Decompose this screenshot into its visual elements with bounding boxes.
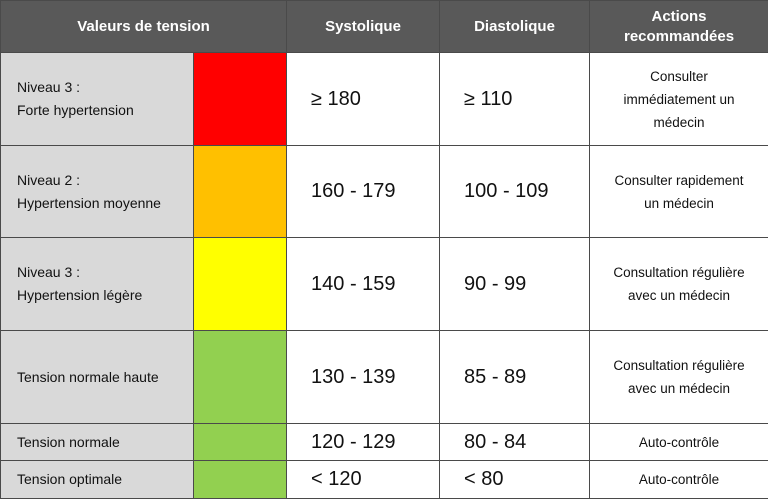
header-row: Valeurs de tension Systolique Diastoliqu… <box>1 1 768 53</box>
systolic-value: < 120 <box>287 461 440 499</box>
header-actions-line-1: Actions <box>590 7 768 27</box>
color-swatch <box>194 461 287 499</box>
action-line-1: Auto-contrôle <box>596 468 762 491</box>
diastolic-value: 90 - 99 <box>440 238 590 331</box>
diastolic-value: ≥ 110 <box>440 53 590 146</box>
header-actions: Actions recommandées <box>590 1 768 53</box>
table-row-level-3-mild: Niveau 3 : Hypertension légère 140 - 159… <box>1 238 768 331</box>
row-label-line-2: Forte hypertension <box>17 99 193 122</box>
color-swatch <box>194 146 287 238</box>
color-swatch <box>194 331 287 424</box>
action-line-1: Consultation régulière <box>596 354 762 377</box>
row-label: Niveau 3 : Forte hypertension <box>1 53 194 146</box>
row-label: Tension optimale <box>1 461 194 499</box>
row-label: Niveau 3 : Hypertension légère <box>1 238 194 331</box>
table-row-high-normal: Tension normale haute 130 - 139 85 - 89 … <box>1 331 768 424</box>
diastolic-value: 85 - 89 <box>440 331 590 424</box>
action-line-2: avec un médecin <box>596 377 762 400</box>
diastolic-value: < 80 <box>440 461 590 499</box>
row-label-line-2: Hypertension moyenne <box>17 192 193 215</box>
action-line-1: Auto-contrôle <box>596 431 762 454</box>
action-line-2: un médecin <box>596 192 762 215</box>
diastolic-value: 100 - 109 <box>440 146 590 238</box>
row-label: Niveau 2 : Hypertension moyenne <box>1 146 194 238</box>
table-row-normal: Tension normale 120 - 129 80 - 84 Auto-c… <box>1 424 768 461</box>
recommended-action: Auto-contrôle <box>590 461 768 499</box>
row-label-line-1: Niveau 3 : <box>17 261 193 284</box>
systolic-value: 140 - 159 <box>287 238 440 331</box>
table-row-optimal: Tension optimale < 120 < 80 Auto-contrôl… <box>1 461 768 499</box>
recommended-action: Consulter rapidement un médecin <box>590 146 768 238</box>
table-body: Niveau 3 : Forte hypertension ≥ 180 ≥ 11… <box>1 53 768 499</box>
action-line-3: médecin <box>596 111 762 134</box>
recommended-action: Consulter immédiatement un médecin <box>590 53 768 146</box>
recommended-action: Consultation régulière avec un médecin <box>590 331 768 424</box>
recommended-action: Auto-contrôle <box>590 424 768 461</box>
row-label-line-1: Tension normale <box>17 431 193 454</box>
row-label: Tension normale haute <box>1 331 194 424</box>
diastolic-value: 80 - 84 <box>440 424 590 461</box>
color-swatch <box>194 238 287 331</box>
header-systolic: Systolique <box>287 1 440 53</box>
action-line-1: Consulter <box>596 65 762 88</box>
table-header: Valeurs de tension Systolique Diastoliqu… <box>1 1 768 53</box>
header-values: Valeurs de tension <box>1 1 287 53</box>
row-label-line-1: Tension normale haute <box>17 366 193 389</box>
systolic-value: 120 - 129 <box>287 424 440 461</box>
action-line-2: avec un médecin <box>596 284 762 307</box>
action-line-1: Consultation régulière <box>596 261 762 284</box>
table-row-level-2-moderate: Niveau 2 : Hypertension moyenne 160 - 17… <box>1 146 768 238</box>
header-actions-line-2: recommandées <box>590 27 768 47</box>
systolic-value: 160 - 179 <box>287 146 440 238</box>
row-label-line-1: Niveau 3 : <box>17 76 193 99</box>
color-swatch <box>194 424 287 461</box>
row-label-line-1: Tension optimale <box>17 468 193 491</box>
header-diastolic: Diastolique <box>440 1 590 53</box>
recommended-action: Consultation régulière avec un médecin <box>590 238 768 331</box>
row-label-line-2: Hypertension légère <box>17 284 193 307</box>
action-line-1: Consulter rapidement <box>596 169 762 192</box>
systolic-value: 130 - 139 <box>287 331 440 424</box>
action-line-2: immédiatement un <box>596 88 762 111</box>
color-swatch <box>194 53 287 146</box>
row-label-line-1: Niveau 2 : <box>17 169 193 192</box>
table-row-level-3-severe: Niveau 3 : Forte hypertension ≥ 180 ≥ 11… <box>1 53 768 146</box>
row-label: Tension normale <box>1 424 194 461</box>
systolic-value: ≥ 180 <box>287 53 440 146</box>
